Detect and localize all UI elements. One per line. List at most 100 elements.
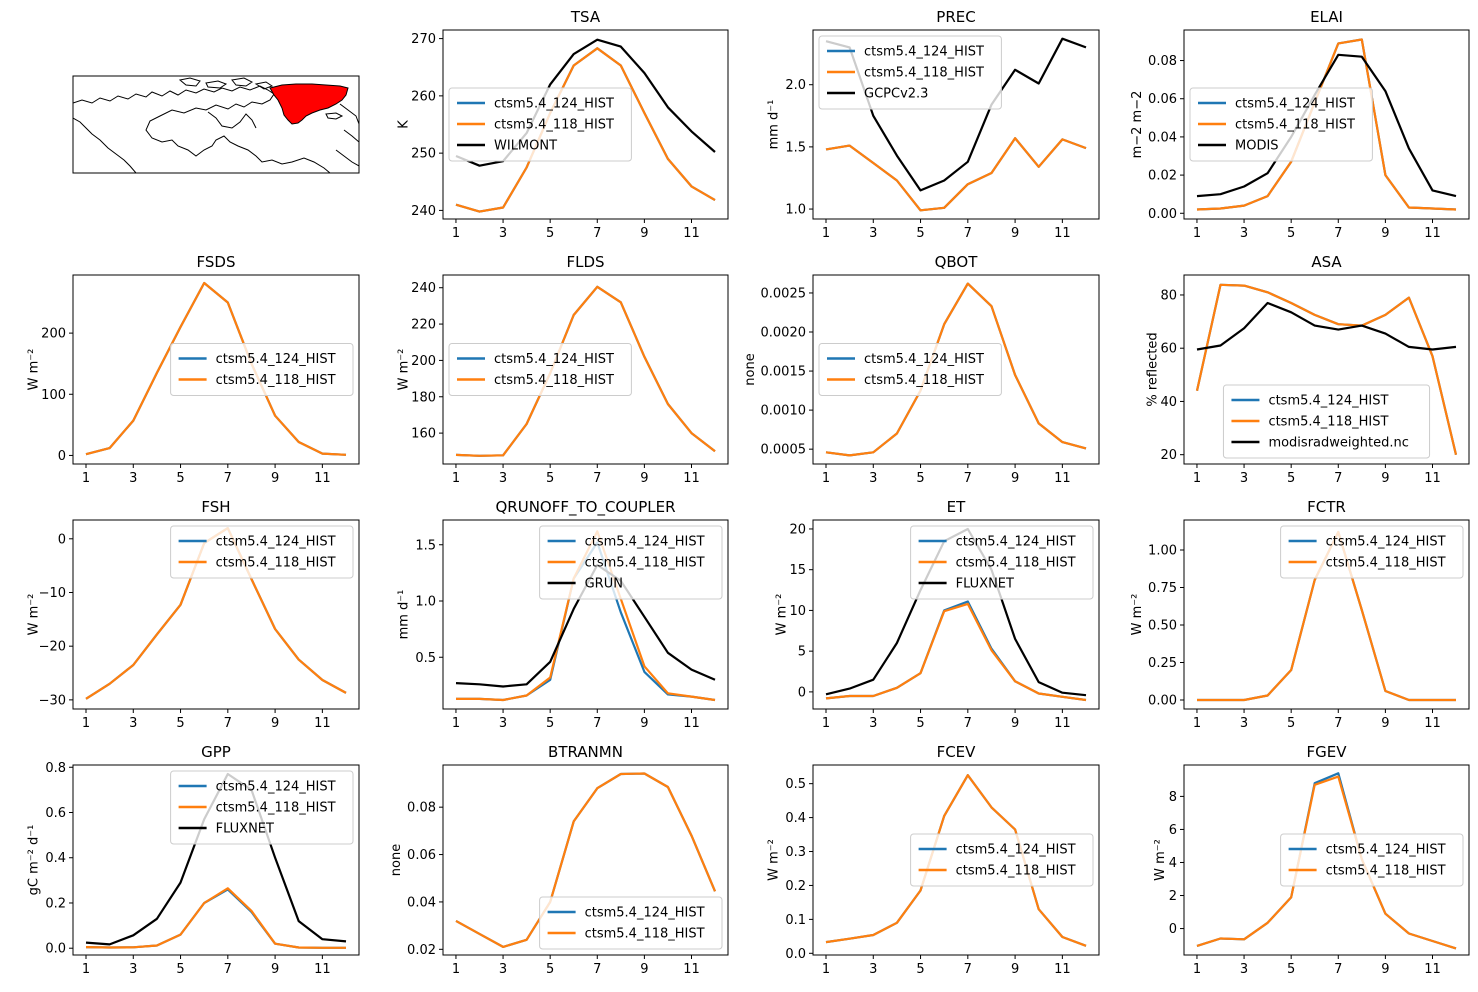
- legend: ctsm5.4_124_HIST ctsm5.4_118_HIST FLUXNET: [910, 525, 1094, 600]
- legend: ctsm5.4_124_HIST ctsm5.4_118_HIST: [910, 833, 1094, 887]
- y-tick-label: 0.04: [1148, 130, 1177, 145]
- x-tick-label: 5: [1287, 962, 1295, 977]
- axes-frame: [812, 29, 1100, 220]
- x-tick-label: 11: [314, 962, 331, 977]
- series-line-ctsm5-4-118-hist: [455, 772, 717, 949]
- legend-box: [910, 833, 1094, 887]
- legend: ctsm5.4_124_HIST ctsm5.4_118_HIST GRUN: [539, 525, 723, 600]
- map-greenland-region: [269, 83, 349, 125]
- y-tick-label: 0.00: [1148, 694, 1177, 709]
- series-line-ctsm5-4-118-hist: [455, 47, 716, 213]
- y-tick-label: 2.0: [785, 78, 806, 93]
- axes-frame: [72, 519, 360, 710]
- axes-frame: [1183, 764, 1470, 956]
- legend-label-ctsm5-4-124-hist: ctsm5.4_124_HIST: [864, 45, 984, 60]
- chart-title: BTRANMN: [548, 743, 623, 761]
- legend: ctsm5.4_124_HIST ctsm5.4_118_HIST: [818, 343, 1002, 396]
- map-coastline-hudson: [207, 111, 257, 129]
- legend-label-ctsm5-4-118-hist: ctsm5.4_118_HIST: [1268, 415, 1388, 430]
- legend-label-ctsm5-4-118-hist: ctsm5.4_118_HIST: [1326, 556, 1446, 571]
- map-coastline-east: [335, 103, 359, 167]
- y-tick-label: 0.0015: [761, 365, 807, 380]
- y-axis-label: W m⁻²: [774, 594, 789, 636]
- x-tick-label: 7: [224, 716, 232, 731]
- x-tick-label: 7: [593, 226, 601, 241]
- legend-label-grun: GRUN: [585, 577, 623, 592]
- x-tick-label: 3: [499, 226, 507, 241]
- axes-frame: [812, 274, 1100, 465]
- y-tick-label: 1.5: [415, 538, 436, 553]
- legend-box: [170, 525, 354, 579]
- x-tick-label: 5: [1287, 226, 1295, 241]
- y-tick-label: 160: [411, 427, 436, 442]
- y-axis-label: K: [397, 120, 412, 129]
- y-tick-label: 0.4: [785, 811, 806, 826]
- x-tick-label: 5: [546, 471, 554, 486]
- x-tick-label: 3: [869, 962, 877, 977]
- x-tick-label: 7: [1334, 226, 1342, 241]
- y-tick-label: 0.5: [785, 777, 806, 792]
- chart-gpp: GPP 1 3 5 7 9 11 0.0 0.2 0.4 0.6 0.8 gC m⁻² d⁻¹ ctsm5…: [27, 743, 360, 977]
- x-tick-label: 1: [452, 226, 460, 241]
- x-tick-label: 11: [1424, 962, 1441, 977]
- y-axis-label: m−2 m−2: [1130, 91, 1145, 159]
- x-tick-label: 7: [593, 716, 601, 731]
- x-tick-label: 9: [640, 716, 648, 731]
- x-tick-label: 3: [129, 716, 137, 731]
- x-tick-label: 11: [314, 471, 331, 486]
- x-tick-label: 9: [271, 962, 279, 977]
- y-axis-label: W m⁻²: [27, 349, 42, 391]
- y-tick-label: 0.0005: [761, 443, 807, 458]
- chart-title: QBOT: [935, 253, 979, 271]
- legend: ctsm5.4_124_HIST ctsm5.4_118_HIST: [539, 896, 723, 950]
- x-tick-label: 5: [916, 471, 924, 486]
- y-axis-label: mm d⁻¹: [767, 100, 782, 150]
- y-tick-label: 0.06: [407, 848, 436, 863]
- y-tick-label: 0: [1169, 922, 1177, 937]
- x-tick-label: 3: [129, 962, 137, 977]
- y-tick-label: 100: [41, 388, 66, 403]
- x-tick-label: 5: [546, 962, 554, 977]
- chart-title: QRUNOFF_TO_COUPLER: [495, 498, 675, 517]
- x-tick-label: 5: [916, 962, 924, 977]
- chart-qbot: QBOT 1 3 5 7 9 11 0.0005 0.0010 0.0015 0.0020 0.002…: [743, 253, 1100, 486]
- x-tick-label: 3: [129, 471, 137, 486]
- y-tick-label: −30: [39, 693, 66, 708]
- legend-box: [1280, 525, 1464, 579]
- x-tick-label: 3: [1240, 962, 1248, 977]
- x-tick-label: 5: [916, 716, 924, 731]
- x-tick-label: 5: [916, 226, 924, 241]
- y-tick-label: 15: [789, 563, 806, 578]
- chart-title: PREC: [936, 8, 975, 26]
- y-tick-label: 240: [411, 204, 436, 219]
- x-tick-label: 1: [1193, 962, 1201, 977]
- x-tick-label: 11: [1054, 716, 1071, 731]
- legend-label-ctsm5-4-118-hist: ctsm5.4_118_HIST: [956, 556, 1076, 571]
- chart-tsa: TSA 1 3 5 7 9 11 240 250 260 270 Kctsm5.4_124_HISTc…: [397, 8, 729, 241]
- series-line-wilmont: [455, 38, 716, 167]
- map-islands-arctic: [178, 77, 274, 90]
- chart-title: ELAI: [1310, 8, 1343, 26]
- x-tick-label: 3: [499, 962, 507, 977]
- x-tick-label: 11: [683, 716, 700, 731]
- chart-et: ET 1 3 5 7 9 11 0 5 10 15 20 W m⁻² ctsm5.4_124_HISTct…: [774, 498, 1100, 731]
- chart-title: FLDS: [566, 253, 604, 271]
- y-tick-label: 80: [1160, 288, 1177, 303]
- y-axis-label: W m⁻²: [767, 839, 782, 881]
- x-tick-label: 9: [640, 962, 648, 977]
- legend-box: [448, 343, 632, 396]
- y-axis-label: none: [743, 353, 758, 385]
- chart-flds: FLDS 1 3 5 7 9 11 160 180 200 220 240 W m⁻² ctsm5.4_1…: [397, 253, 729, 486]
- legend-box: [448, 87, 632, 162]
- y-tick-label: 6: [1169, 823, 1177, 838]
- x-tick-label: 9: [271, 471, 279, 486]
- legend: ctsm5.4_124_HIST ctsm5.4_118_HIST modisrad…: [1222, 384, 1431, 459]
- legend: ctsm5.4_124_HIST ctsm5.4_118_HIST: [1280, 525, 1464, 579]
- legend: ctsm5.4_124_HIST ctsm5.4_118_HIST GCPCv2.3: [818, 35, 1002, 110]
- y-tick-label: 0.0010: [761, 404, 807, 419]
- legend: ctsm5.4_124_HIST ctsm5.4_118_HIST FLUXNET: [170, 770, 354, 845]
- y-tick-label: 0.0025: [761, 286, 807, 301]
- series-line-ctsm5-4-118-hist: [455, 285, 716, 457]
- axes-frame: [72, 764, 360, 956]
